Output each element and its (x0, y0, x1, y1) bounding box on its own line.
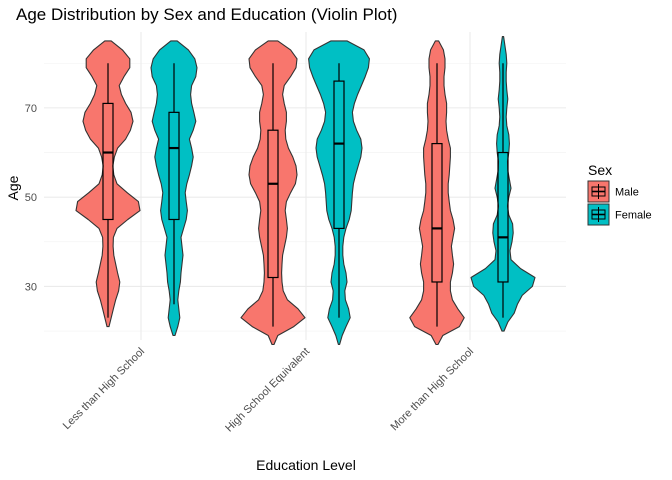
x-tick-label: More than High School (389, 346, 477, 434)
violin-male (75, 40, 141, 328)
box-iqr (431, 142, 443, 283)
violins (75, 35, 536, 346)
violin-shape (150, 40, 198, 337)
legend: Sex Male Female (587, 162, 652, 226)
legend-title: Sex (588, 162, 612, 178)
legend-item-female: Female (587, 203, 652, 226)
violin-male (240, 40, 306, 346)
box-iqr (168, 111, 180, 221)
y-tick-label: 70 (25, 103, 37, 115)
x-tick-label: Less than High School (61, 346, 147, 432)
violin-female (308, 40, 370, 346)
violin-female (150, 40, 198, 337)
chart-title: Age Distribution by Sex and Education (V… (16, 5, 397, 24)
box-iqr (102, 102, 114, 221)
box-iqr (267, 129, 279, 279)
y-axis-title: Age (5, 175, 21, 200)
legend-item-male: Male (587, 180, 639, 203)
violin-female (470, 35, 536, 332)
violin-shape (470, 35, 536, 332)
y-tick-label: 50 (25, 192, 37, 204)
violin-male (409, 40, 465, 346)
box-iqr (497, 151, 509, 283)
box-iqr (333, 80, 345, 230)
x-tick-label: High School Equivalent (223, 346, 312, 435)
x-axis-title: Education Level (256, 457, 356, 473)
legend-label: Female (615, 210, 652, 222)
violin-shape (409, 40, 465, 346)
y-tick-label: 30 (25, 281, 37, 293)
violin-shape (308, 40, 370, 346)
legend-label: Male (615, 187, 639, 199)
violin-shape (75, 40, 141, 328)
violin-shape (240, 40, 306, 346)
